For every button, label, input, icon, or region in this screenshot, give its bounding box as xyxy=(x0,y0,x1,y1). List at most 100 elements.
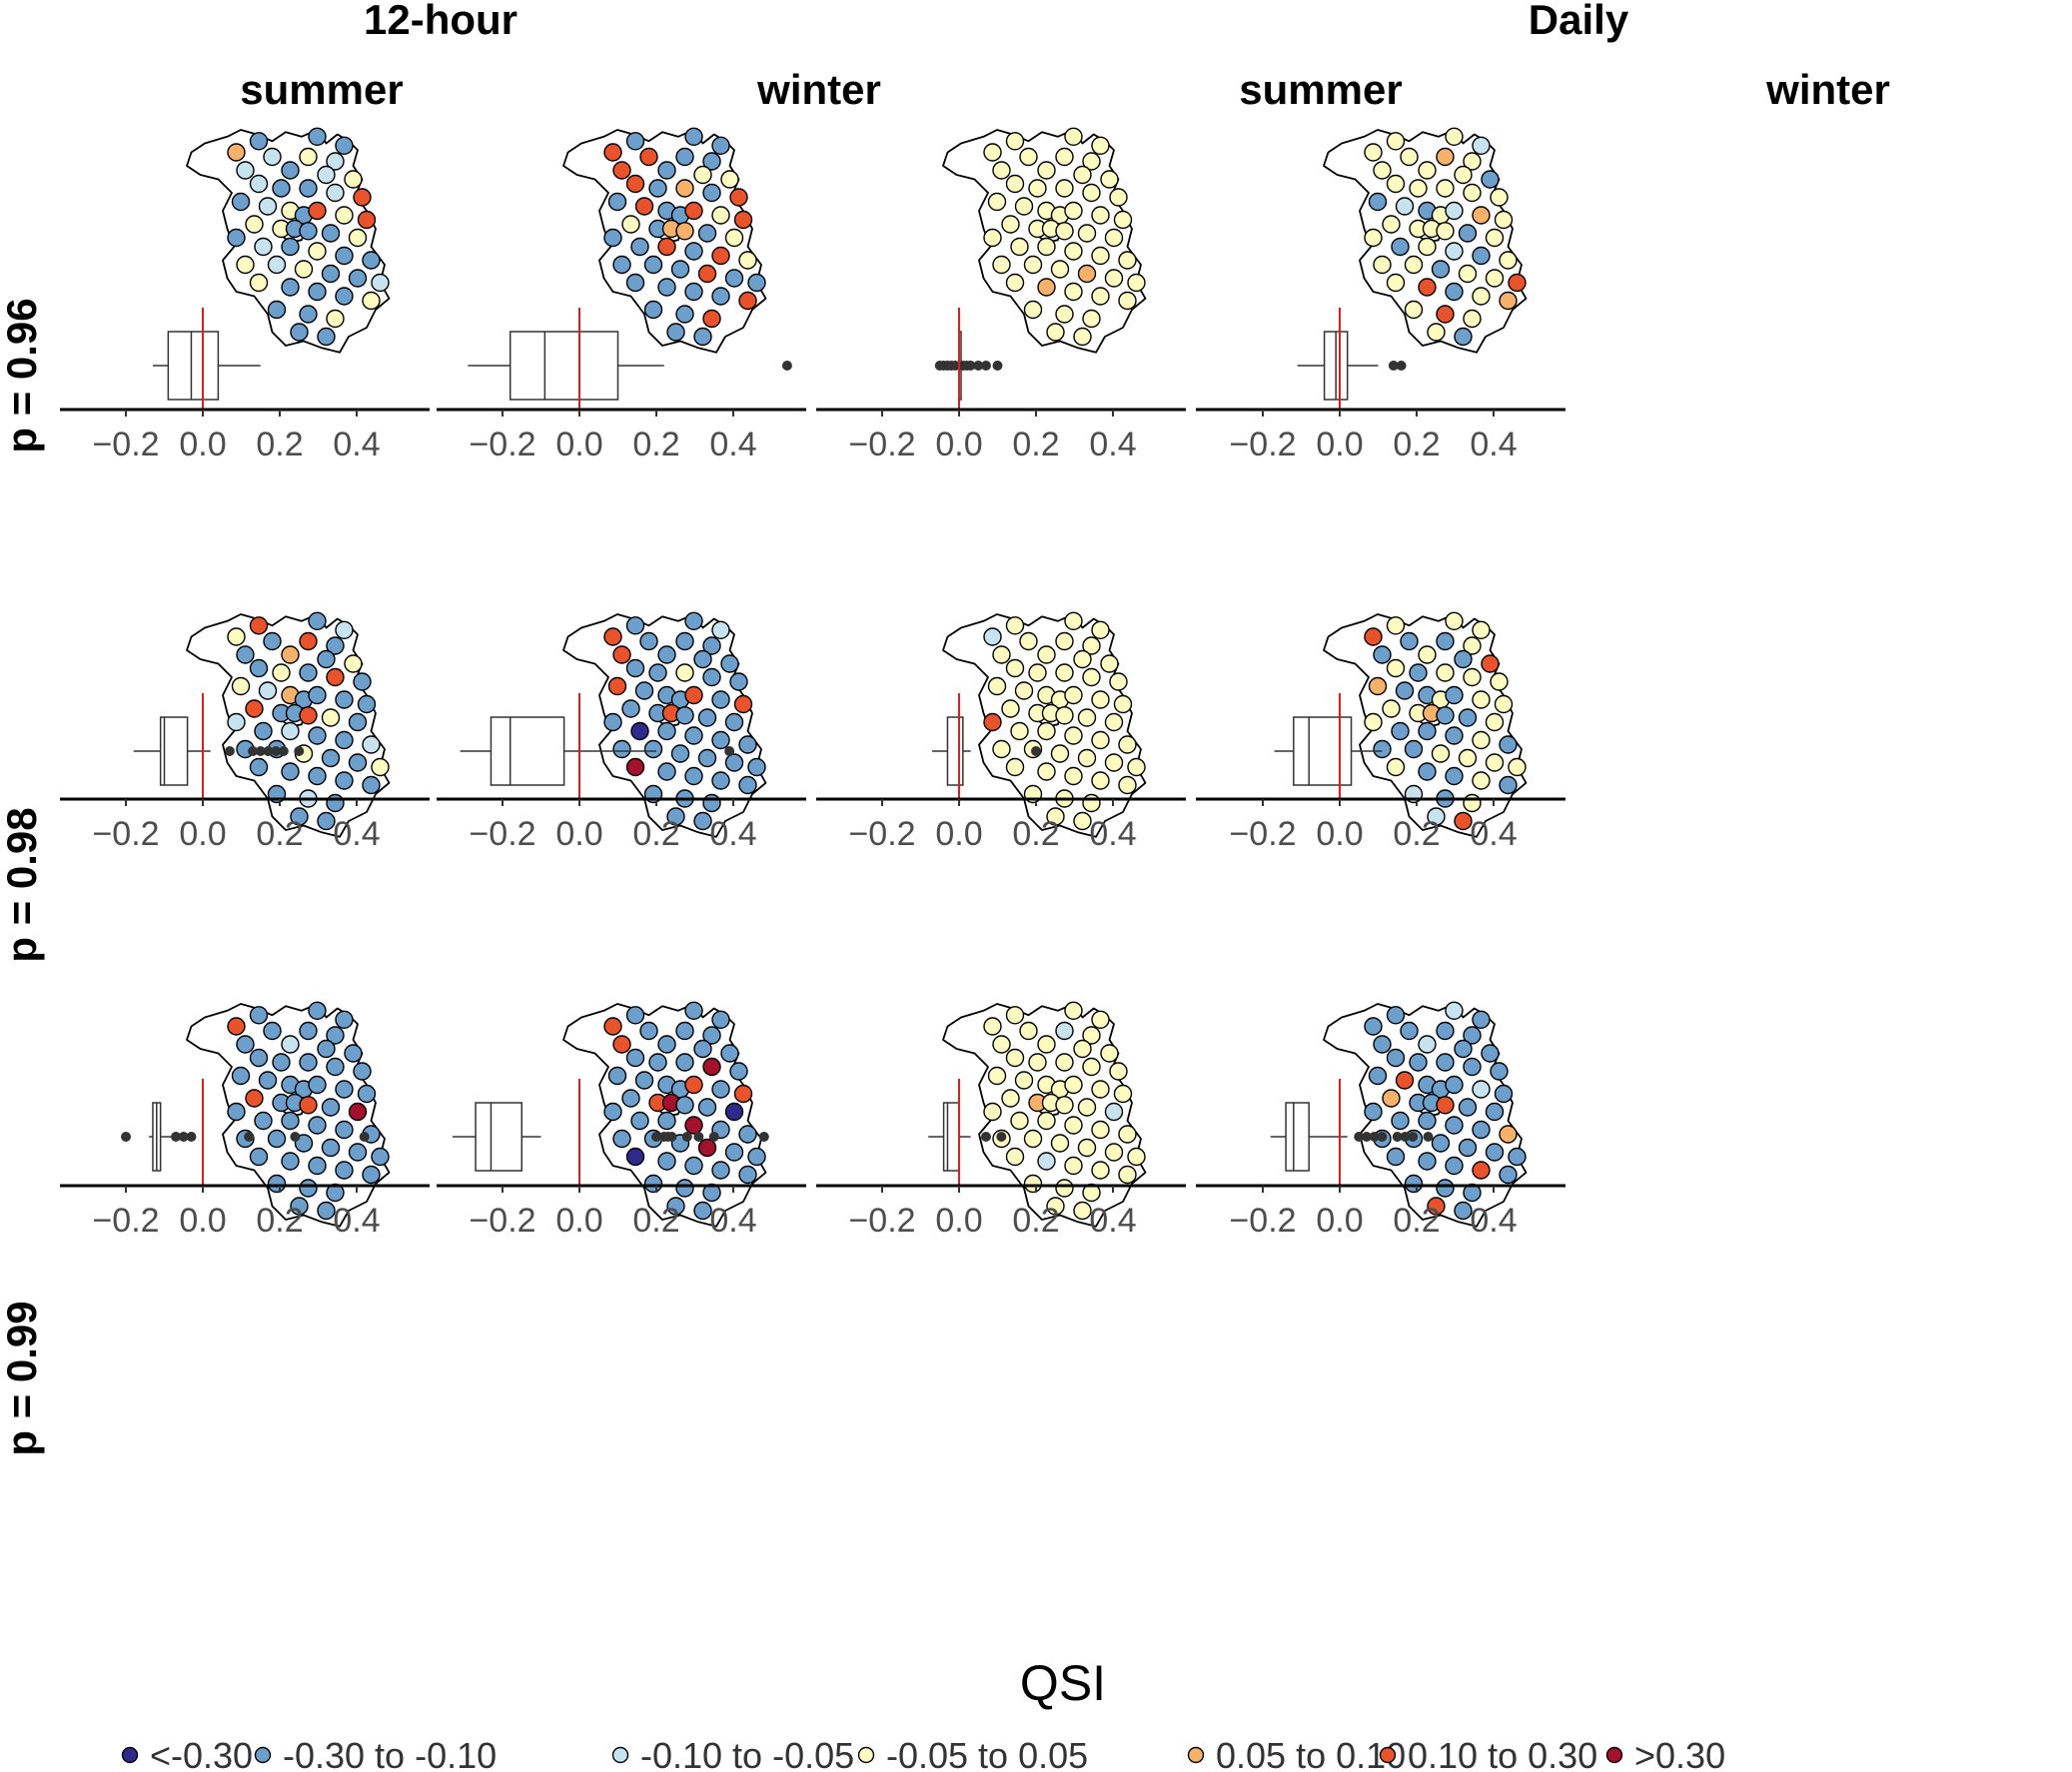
site-point xyxy=(1091,136,1110,156)
site-point xyxy=(227,627,246,646)
column-headers: summer winter summer winter xyxy=(240,66,1890,113)
site-point xyxy=(249,132,269,151)
site-point xyxy=(1373,739,1392,759)
site-point xyxy=(697,224,717,243)
panel-r2-c0: −0.2 0.0 0.2 0.4 xyxy=(60,1001,430,1240)
site-point xyxy=(353,672,372,691)
site-point xyxy=(1431,744,1451,763)
site-point xyxy=(724,753,744,772)
site-point xyxy=(657,1111,676,1131)
site-point xyxy=(1445,1075,1464,1095)
site-point xyxy=(675,179,694,198)
map-outline xyxy=(942,1003,1147,1228)
outlier-point xyxy=(248,746,259,756)
site-point xyxy=(697,708,717,727)
site-point xyxy=(299,1021,318,1041)
site-point xyxy=(1005,273,1025,293)
site-point xyxy=(1445,611,1464,630)
site-point xyxy=(1037,721,1056,741)
site-point xyxy=(321,224,341,243)
outlier-point xyxy=(693,1132,704,1142)
site-point xyxy=(1100,170,1119,189)
site-point xyxy=(693,811,712,831)
site-point xyxy=(1386,1147,1406,1167)
site-point xyxy=(299,147,318,167)
site-point xyxy=(1472,1120,1491,1140)
site-point xyxy=(670,260,690,279)
outlier-point xyxy=(244,1132,255,1142)
site-point xyxy=(258,1071,278,1090)
tick-label: 0.0 xyxy=(1316,1202,1363,1240)
site-point xyxy=(1005,132,1025,151)
site-point xyxy=(1064,1156,1083,1176)
site-point xyxy=(1064,1116,1083,1135)
tick-label: 0.4 xyxy=(1089,426,1136,463)
site-point xyxy=(684,726,703,745)
site-point xyxy=(1064,242,1083,261)
site-point xyxy=(1001,699,1020,718)
panel-r1-c1: −0.2 0.0 0.2 0.4 xyxy=(437,611,806,853)
site-point xyxy=(607,676,627,696)
map xyxy=(1323,127,1528,354)
site-point xyxy=(299,706,318,725)
group-headers: 12-hour Daily xyxy=(364,0,1629,43)
site-point xyxy=(738,1125,757,1144)
site-point xyxy=(1382,1089,1401,1108)
site-point xyxy=(1364,712,1383,732)
outlier-point xyxy=(255,746,266,756)
tick-label: 0.4 xyxy=(1470,815,1517,853)
site-point xyxy=(321,1098,341,1117)
site-point xyxy=(1436,179,1455,198)
site-point xyxy=(983,1017,1002,1036)
site-point xyxy=(657,161,676,180)
tick-label: 0.4 xyxy=(1470,1202,1517,1240)
site-point xyxy=(1490,1062,1509,1081)
site-point xyxy=(729,1062,748,1081)
site-point xyxy=(326,1057,345,1077)
site-point xyxy=(308,1116,327,1135)
site-point xyxy=(711,1161,730,1180)
site-point xyxy=(630,721,649,741)
site-point xyxy=(1005,616,1025,635)
site-point xyxy=(1485,753,1505,772)
tick-label: −0.2 xyxy=(1229,426,1296,463)
outlier-point xyxy=(121,1132,131,1142)
site-point xyxy=(675,1096,694,1115)
site-point xyxy=(1454,811,1473,831)
site-point xyxy=(353,1062,372,1081)
site-point xyxy=(308,201,327,221)
outlier-point xyxy=(950,361,961,371)
site-point xyxy=(1445,282,1464,302)
site-point xyxy=(648,179,667,198)
site-point xyxy=(227,1102,246,1122)
site-point xyxy=(1082,667,1101,687)
site-point xyxy=(267,300,287,320)
site-point xyxy=(1001,1089,1020,1108)
site-point xyxy=(1064,685,1083,705)
site-point xyxy=(227,228,246,248)
site-point xyxy=(612,1035,631,1054)
site-point xyxy=(1082,1057,1101,1077)
site-point xyxy=(693,1201,712,1221)
site-point xyxy=(1005,1147,1025,1167)
tick-label: −0.2 xyxy=(469,815,535,853)
site-point xyxy=(1418,645,1437,664)
outlier-point xyxy=(1031,746,1041,756)
site-point xyxy=(1023,255,1043,275)
tick-label: 0.4 xyxy=(709,815,756,853)
site-point xyxy=(702,1026,721,1045)
site-point xyxy=(1109,672,1128,691)
outlier-point xyxy=(651,1132,661,1142)
map xyxy=(942,1001,1147,1228)
legend-label: -0.05 to 0.05 xyxy=(886,1735,1088,1772)
site-point xyxy=(711,136,730,156)
site-point xyxy=(1386,174,1406,194)
site-point xyxy=(1037,645,1056,664)
site-point xyxy=(231,1066,251,1086)
site-point xyxy=(1391,721,1410,741)
site-point xyxy=(249,757,269,777)
site-point xyxy=(335,287,354,306)
tick-label: −0.2 xyxy=(469,426,535,463)
site-point xyxy=(1064,282,1083,302)
tick-label: 0.0 xyxy=(179,815,226,853)
